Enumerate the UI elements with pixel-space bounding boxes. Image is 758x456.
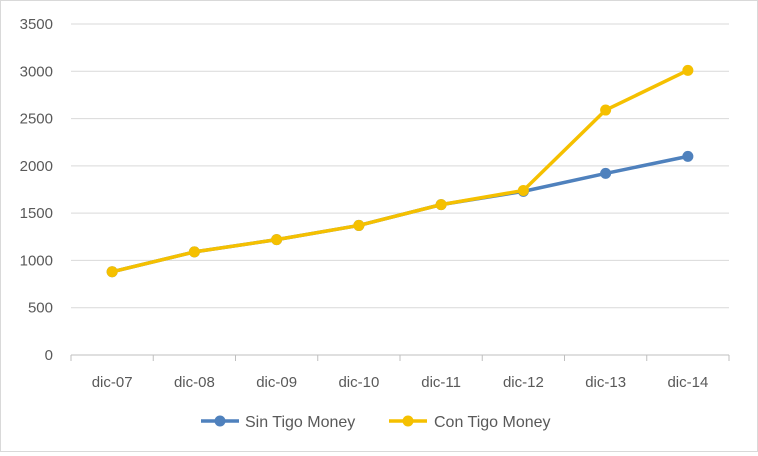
x-tick-label: dic-10 bbox=[338, 374, 379, 391]
x-tick-label: dic-09 bbox=[256, 374, 297, 391]
data-point bbox=[188, 246, 200, 258]
data-point bbox=[106, 266, 118, 278]
legend-item: Sin Tigo Money bbox=[201, 414, 355, 431]
data-point bbox=[435, 199, 447, 211]
y-axis-tick-labels: 0 500 1000 1500 2000 2500 3000 3500 bbox=[20, 16, 53, 364]
data-point bbox=[517, 184, 529, 196]
data-point bbox=[600, 104, 612, 116]
x-tick-label: dic-14 bbox=[667, 374, 708, 391]
data-point bbox=[682, 64, 694, 76]
y-tick-label: 0 bbox=[45, 347, 53, 364]
x-tick-label: dic-11 bbox=[421, 374, 461, 391]
x-tick-label: dic-12 bbox=[503, 374, 544, 391]
x-tick-label: dic-13 bbox=[585, 374, 626, 391]
x-axis bbox=[70, 354, 730, 361]
legend-item: Con Tigo Money bbox=[389, 414, 551, 431]
legend-marker bbox=[402, 415, 414, 427]
data-point bbox=[600, 167, 612, 179]
data-point bbox=[682, 150, 694, 162]
x-axis-tick-labels: dic-07 dic-08 dic-09 dic-10 dic-11 dic-12 dic-… bbox=[92, 374, 709, 391]
y-tick-label: 500 bbox=[28, 300, 53, 317]
y-tick-label: 3500 bbox=[20, 16, 53, 33]
data-point bbox=[271, 234, 283, 246]
legend: Sin Tigo Money Con Tigo Money bbox=[201, 414, 551, 431]
series-lines bbox=[106, 64, 694, 278]
legend-label: Sin Tigo Money bbox=[245, 414, 355, 431]
y-tick-label: 2000 bbox=[20, 158, 53, 175]
y-tick-label: 1500 bbox=[20, 205, 53, 222]
x-tick-label: dic-08 bbox=[174, 374, 215, 391]
y-tick-label: 2500 bbox=[20, 111, 53, 128]
legend-marker bbox=[214, 415, 226, 427]
series-1 bbox=[106, 64, 694, 278]
series-line bbox=[110, 68, 690, 274]
y-tick-label: 1000 bbox=[20, 252, 53, 269]
data-point bbox=[353, 219, 365, 231]
legend-label: Con Tigo Money bbox=[434, 414, 551, 431]
x-tick-label: dic-07 bbox=[92, 374, 133, 391]
gridlines bbox=[71, 23, 729, 309]
y-tick-label: 3000 bbox=[20, 63, 53, 80]
